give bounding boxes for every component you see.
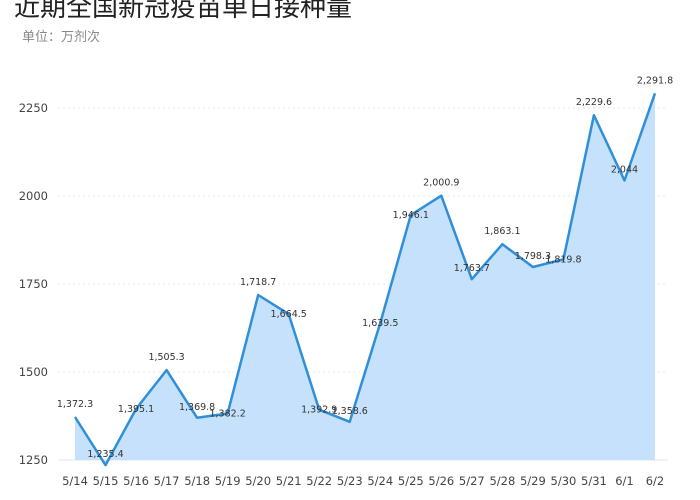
chart-title: 近期全国新冠疫苗单日接种量 [14, 0, 353, 23]
data-label-6-2: 2,291.8 [637, 75, 673, 86]
x-tick-label: 5/21 [276, 474, 302, 488]
x-tick-label: 5/30 [551, 474, 577, 488]
x-tick-label: 5/14 [62, 474, 88, 488]
y-axis-ticks: 1250 1500 1750 2000 2250 [19, 101, 48, 467]
data-label-5-22: 1,392.9 [301, 405, 337, 416]
x-tick-label: 6/2 [646, 474, 665, 488]
series-line [73, 92, 657, 467]
data-labels: 1,372.3 1,235.4 1,395.1 1,505.3 1,369.81,382… [57, 75, 673, 460]
data-label-5-31: 2,229.6 [576, 97, 612, 108]
x-tick-label: 5/15 [93, 474, 119, 488]
x-tick-label: 5/23 [337, 474, 363, 488]
x-tick-label: 5/29 [520, 474, 546, 488]
x-tick-label: 5/27 [459, 474, 485, 488]
data-label-5-16: 1,395.1 [118, 404, 154, 415]
x-tick-label: 5/24 [367, 474, 393, 488]
data-label-5-14: 1,372.3 [57, 399, 93, 410]
x-tick-label: 5/17 [154, 474, 180, 488]
data-label-5-23: 1,358.6 [332, 406, 368, 417]
x-tick-label: 5/22 [306, 474, 332, 488]
y-tick-label: 2250 [19, 101, 48, 115]
y-tick-label: 1250 [19, 453, 48, 467]
x-tick-label: 5/31 [581, 474, 607, 488]
data-label-5-28: 1,863.1 [484, 226, 520, 237]
data-label-5-24: 1,639.5 [362, 318, 398, 329]
y-tick-label: 2000 [19, 189, 48, 203]
data-label-6-1: 2,044 [611, 165, 638, 176]
data-label-5-19: 1,382.2 [209, 408, 245, 419]
x-tick-label: 5/18 [184, 474, 210, 488]
x-tick-label: 6/1 [615, 474, 634, 488]
data-label-5-21: 1,664.5 [271, 309, 307, 320]
y-tick-label: 1750 [19, 277, 48, 291]
x-tick-label: 5/20 [245, 474, 271, 488]
x-tick-label: 5/25 [398, 474, 424, 488]
data-label-5-29: 1,798.3 [515, 251, 551, 262]
x-axis-ticks: 5/14 5/15 5/16 5/17 5/18 5/19 5/20 5/21 5/22 5/23… [62, 474, 664, 488]
data-label-5-30: 1,819.8 [545, 254, 581, 265]
x-tick-label: 5/16 [123, 474, 149, 488]
x-tick-label: 5/26 [428, 474, 454, 488]
x-tick-label: 5/28 [489, 474, 515, 488]
x-tick-label: 5/19 [215, 474, 241, 488]
data-label-5-18: 1,369.8 [179, 402, 215, 413]
chart-subtitle: 单位：万剂次 [22, 30, 101, 45]
data-label-5-26: 2,000.9 [423, 178, 459, 189]
y-tick-label: 1500 [19, 365, 48, 379]
data-label-5-27: 1,763.7 [454, 263, 490, 274]
data-label-5-20: 1,718.7 [240, 277, 276, 288]
data-label-5-17: 1,505.3 [148, 352, 184, 363]
data-label-5-15: 1,235.4 [87, 449, 123, 460]
data-label-5-25: 1,946.1 [393, 210, 429, 221]
area-fill [75, 93, 655, 466]
